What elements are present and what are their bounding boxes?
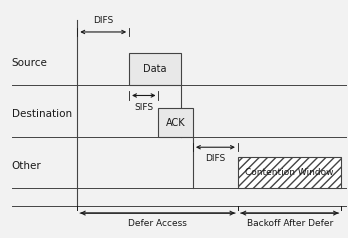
Text: Backoff After Defer: Backoff After Defer	[246, 219, 333, 228]
Bar	[158, 109, 193, 137]
Text: Data: Data	[143, 64, 167, 74]
Text: Defer Access: Defer Access	[128, 219, 187, 228]
Text: Other: Other	[12, 161, 41, 171]
Text: ACK: ACK	[166, 118, 185, 128]
Bar	[129, 53, 181, 85]
Bar	[238, 157, 341, 188]
Text: SIFS: SIFS	[134, 103, 153, 112]
Text: Destination: Destination	[12, 109, 72, 119]
Text: DIFS: DIFS	[205, 154, 226, 163]
Text: Source: Source	[12, 58, 48, 68]
Text: DIFS: DIFS	[93, 16, 113, 25]
Text: Contention Window: Contention Window	[245, 168, 334, 177]
